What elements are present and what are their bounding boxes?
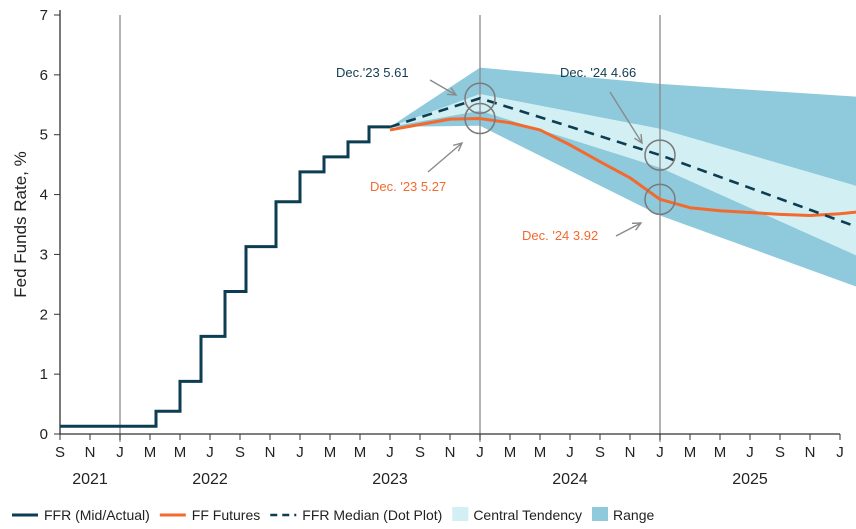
y-axis-title: Fed Funds Rate, % <box>11 151 30 297</box>
x-tick-label: S <box>415 444 425 461</box>
legend: FFR (Mid/Actual) FF Futures FFR Median (Do… <box>12 507 654 523</box>
annotation-circle <box>464 102 496 135</box>
year-label: 2022 <box>192 471 228 488</box>
annotation-arrow <box>609 91 643 144</box>
y-tick-label: 6 <box>40 67 48 84</box>
y-tick-label: 0 <box>40 426 48 443</box>
legend-swatch-box <box>452 507 469 521</box>
x-tick-label: M <box>324 444 337 461</box>
x-tick-label: M <box>684 444 697 461</box>
annotation-arrow <box>615 222 642 237</box>
annotation-label: Dec. '24 4.66 <box>560 65 636 80</box>
year-label: 2024 <box>552 471 588 488</box>
x-tick-label: J <box>836 444 844 461</box>
year-label: 2021 <box>72 471 108 488</box>
annotation-arrow <box>429 79 457 96</box>
annotation-label: Dec. '23 5.27 <box>370 179 446 194</box>
legend-label: FFR Median (Dot Plot) <box>302 507 442 523</box>
x-tick-label: M <box>354 444 367 461</box>
legend-swatch-box <box>592 507 609 521</box>
annotation-arrowhead <box>446 87 458 96</box>
x-tick-label: J <box>476 444 484 461</box>
x-tick-label: J <box>386 444 394 461</box>
x-tick-label: S <box>55 444 65 461</box>
series-line-ff-futures <box>389 117 856 218</box>
y-tick-label: 3 <box>40 246 48 263</box>
x-tick-label: M <box>714 444 727 461</box>
annotation-circle <box>464 82 496 114</box>
x-tick-label: S <box>235 444 245 461</box>
y-tick-label: 2 <box>40 306 48 323</box>
band-central-tendency <box>390 94 856 256</box>
year-label: 2023 <box>372 471 408 488</box>
y-tick-label: 4 <box>40 187 48 204</box>
x-tick-label: N <box>445 444 456 461</box>
projection-bands <box>390 67 856 287</box>
x-tick-label: J <box>206 444 214 461</box>
x-tick-label: J <box>746 444 754 461</box>
annotation-arrowhead <box>634 133 643 145</box>
legend-label: Central Tendency <box>473 507 582 523</box>
legend-label: FFR (Mid/Actual) <box>44 507 150 523</box>
series-lines <box>60 96 856 428</box>
year-label: 2025 <box>732 471 768 488</box>
annotation-arrowhead <box>453 141 464 152</box>
legend-label: Range <box>613 507 654 523</box>
annotation-circle <box>644 183 676 216</box>
x-tick-label: J <box>116 444 124 461</box>
x-tick-label: J <box>296 444 304 461</box>
annotation-arrow <box>427 142 463 173</box>
x-tick-label: M <box>504 444 517 461</box>
y-tick-label: 1 <box>40 366 48 383</box>
annotation-label: Dec. '24 3.92 <box>522 228 598 243</box>
y-tick-label: 7 <box>40 7 48 24</box>
x-tick-label: N <box>265 444 276 461</box>
x-tick-label: N <box>85 444 96 461</box>
annotations: Dec.'23 5.61 Dec. '24 4.66 Dec. '23 5.27 De… <box>336 65 676 243</box>
series-line-ffr-median-dot-plot <box>389 96 856 228</box>
x-tick-label: J <box>566 444 574 461</box>
series-line-ffr-mid-actual <box>60 125 390 428</box>
year-divider-lines <box>119 15 661 442</box>
x-tick-label: N <box>625 444 636 461</box>
x-tick-label: S <box>595 444 605 461</box>
x-tick-label: N <box>805 444 816 461</box>
annotation-arrowhead <box>631 222 643 231</box>
legend-label: FF Futures <box>192 507 260 523</box>
x-tick-label: S <box>775 444 785 461</box>
x-tick-label: J <box>656 444 664 461</box>
annotation-circle <box>644 139 676 171</box>
x-tick-label: M <box>144 444 157 461</box>
x-tick-label: M <box>174 444 187 461</box>
x-tick-label: M <box>534 444 547 461</box>
y-tick-label: 5 <box>40 127 48 144</box>
annotation-label: Dec.'23 5.61 <box>336 65 409 80</box>
